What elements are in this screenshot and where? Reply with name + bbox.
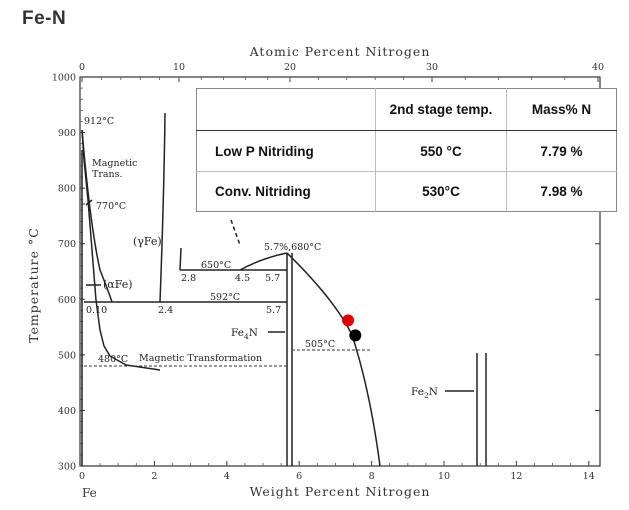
table-cell-mass: 7.79 % <box>506 130 617 172</box>
y-tick-label: 300 <box>58 462 76 473</box>
x-bottom-tick-label: 12 <box>510 471 522 482</box>
y-tick-label: 1000 <box>52 73 76 84</box>
gamma-right-boundary <box>159 112 166 303</box>
annot-45: 4.5 <box>235 273 250 284</box>
annot-magnetic: Magnetic <box>92 158 137 169</box>
conv-nitriding-point <box>349 329 362 342</box>
annot-gamma-fe: (γFe) <box>133 235 162 248</box>
table-cell-name: Low P Nitriding <box>196 130 376 172</box>
left-axis-label: Temperature °C <box>26 227 41 343</box>
annot-trans: Trans. <box>92 169 123 180</box>
page-title: Fe-N <box>22 8 67 29</box>
annot-650: 650°C <box>201 260 231 271</box>
table-cell-mass: 7.98 % <box>506 171 617 212</box>
x-bottom-tick-label: 14 <box>583 471 595 482</box>
eps-dome <box>286 252 381 467</box>
table-header-mass: Mass% N <box>506 88 617 132</box>
table-header-row: 2nd stage temp. Mass% N <box>196 88 617 132</box>
y-tick-label: 900 <box>58 128 76 139</box>
table-cell-name: Conv. Nitriding <box>215 183 311 199</box>
y-tick-label: 500 <box>58 350 76 361</box>
x-bottom-tick-label: 2 <box>151 471 157 482</box>
nitriding-table: 2nd stage temp. Mass% N Low P Nitriding … <box>196 88 617 212</box>
x-bottom-tick-label: 6 <box>296 471 302 482</box>
nitriding-points <box>342 314 362 342</box>
x-top-tick-label: 40 <box>592 62 604 73</box>
annotations: 912°C Magnetic Trans. 770°C (γFe) (αFe) … <box>84 116 438 400</box>
x-top-tick-label: 0 <box>79 62 85 73</box>
x-top-ticks: 0 10 20 30 40 <box>79 62 604 82</box>
table-cell-temp: 550 °C <box>375 130 507 172</box>
table-row: Conv. Nitriding 530°C 7.98 % <box>197 171 617 212</box>
gamma-left-boundary <box>81 129 113 303</box>
top-axis-label: Atomic Percent Nitrogen <box>249 44 431 59</box>
annot-010: 0.10 <box>86 305 107 316</box>
annot-592: 592°C <box>210 292 240 303</box>
x-bottom-ticks: 0 2 4 6 8 10 12 14 <box>79 461 595 482</box>
low-p-nitriding-point <box>342 314 355 327</box>
x-top-tick-label: 10 <box>173 62 185 73</box>
table-cell-temp: 530°C <box>375 171 507 212</box>
y-tick-label: 600 <box>58 295 76 306</box>
annot-magnetic-transformation: Magnetic Transformation <box>139 353 262 364</box>
table-row: Low P Nitriding 550 °C 7.79 % <box>196 130 617 172</box>
x-top-tick-label: 20 <box>284 62 296 73</box>
gamma-upper-right <box>179 247 182 271</box>
y-tick-label: 400 <box>58 406 76 417</box>
x-bottom-tick-label: 0 <box>79 471 85 482</box>
x-top-tick-label: 30 <box>426 62 438 73</box>
table-header-temp: 2nd stage temp. <box>375 88 507 132</box>
annot-680: 5.7%,680°C <box>264 242 321 253</box>
x-bottom-tick-label: 10 <box>438 471 450 482</box>
y-tick-label: 700 <box>58 239 76 250</box>
annot-57b: 5.7 <box>266 305 281 316</box>
plot-frame <box>79 76 601 467</box>
annot-fe4n: Fe4N <box>231 327 258 341</box>
gamma-eps-dash <box>230 219 241 246</box>
annot-912: 912°C <box>84 116 114 127</box>
annot-57a: 5.7 <box>265 273 280 284</box>
y-axis-ticks: 1000 900 800 700 600 500 400 300 <box>52 73 600 473</box>
x-bottom-tick-label: 4 <box>224 471 230 482</box>
dashed-lines <box>82 203 372 367</box>
table-header-empty <box>196 88 376 132</box>
x-bottom-tick-label: 8 <box>369 471 375 482</box>
eps-left-boundary <box>239 252 288 271</box>
annot-24: 2.4 <box>158 305 173 316</box>
annot-505: 505°C <box>305 339 335 350</box>
annot-fe2n: Fe2N <box>411 386 438 400</box>
annot-480: 480°C <box>98 354 128 365</box>
annot-alpha-fe: (αFe) <box>103 278 133 291</box>
annot-28: 2.8 <box>181 273 196 284</box>
bottom-axis-label: Weight Percent Nitrogen <box>250 484 431 499</box>
fe-label: Fe <box>82 486 97 500</box>
annot-770: 770°C <box>96 201 126 212</box>
y-tick-label: 800 <box>58 184 76 195</box>
